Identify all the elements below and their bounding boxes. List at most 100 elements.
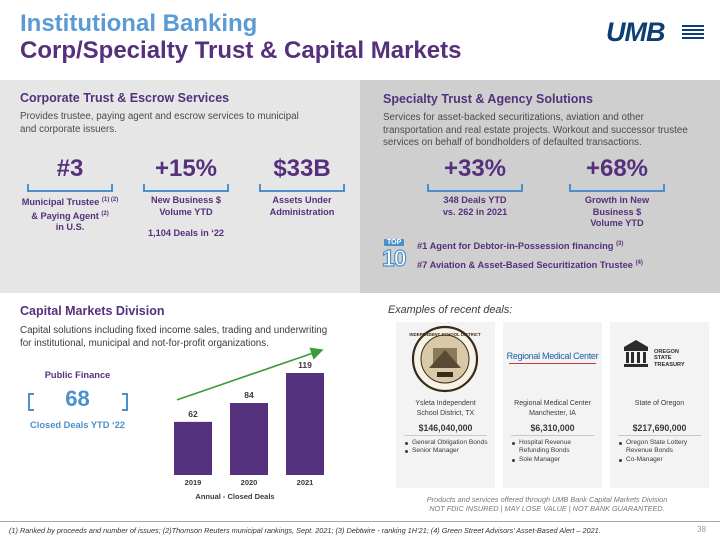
- title-line-1: Institutional Banking: [20, 10, 258, 37]
- page-number: 38: [697, 525, 706, 534]
- stat-extra: 1,104 Deals in ‘22: [147, 228, 225, 238]
- deal-org-line: Ysleta Independent: [415, 400, 476, 407]
- footer-divider: [0, 521, 720, 522]
- public-finance-label: Public Finance: [44, 370, 111, 380]
- footnote-ref: (1) (2): [101, 197, 119, 203]
- deal-org-line: School District, TX: [416, 410, 475, 417]
- stat-label-line: Assets Under: [272, 195, 332, 205]
- stat-value: #3: [56, 155, 84, 182]
- ranking-dip: #1 Agent for Debtor-in-Possession financ…: [417, 241, 623, 251]
- umb-logo: UMB: [606, 17, 704, 47]
- stat-label-line: Business $: [592, 206, 642, 217]
- stat-label: New Business $ Volume YTD: [136, 195, 236, 218]
- deal-logo: Regional Medical Center: [503, 322, 602, 394]
- oregon-treasury-text: OREGON STATE TREASURY: [654, 349, 685, 368]
- ysleta-seal-icon: INDEPENDENT SCHOOL DISTRICT: [409, 325, 481, 393]
- stat-bracket: [27, 184, 113, 192]
- ranking-text: #7 Aviation & Asset-Based Securitization…: [417, 260, 633, 271]
- stat-label-line: New Business $: [151, 195, 221, 205]
- disclaimer-line: NOT FDIC INSURED | MAY LOSE VALUE | NOT …: [429, 504, 665, 513]
- deal-card: Regional Medical Center Regional Medical…: [503, 322, 602, 488]
- deal-card: INDEPENDENT SCHOOL DISTRICT Ysleta Indep…: [396, 322, 495, 488]
- stat-new-business: +15% New Business $ Volume YTD 1,104 Dea…: [136, 156, 236, 238]
- deal-amount: $146,040,000: [418, 423, 473, 433]
- deal-detail-item: General Obligation Bonds: [404, 439, 492, 447]
- stat-label-line: Growth in New: [584, 195, 650, 205]
- top10-badge-top: TOP: [384, 239, 405, 246]
- deal-details: Oregon State Lottery Revenue Bonds Co-Ma…: [618, 439, 706, 464]
- chart-xlabel: Annual - Closed Deals: [195, 492, 274, 501]
- capital-markets-description: Capital solutions including fixed income…: [20, 325, 350, 350]
- deal-org-line: Regional Medical Center: [514, 400, 591, 407]
- top10-badge-icon: TOP 10: [381, 239, 412, 273]
- stat-label-line: 348 Deals YTD: [443, 195, 507, 205]
- deal-divider: [404, 435, 487, 436]
- deal-detail-item: Oregon State Lottery Revenue Bonds: [618, 439, 706, 456]
- deal-org-line: Manchester, IA: [529, 410, 576, 417]
- stat-label: Assets Under Administration: [252, 195, 352, 218]
- ranking-text: #1 Agent for Debtor-in-Possession financ…: [417, 241, 614, 252]
- chart-tick-label: 2020: [241, 478, 258, 487]
- chart-bar-2020: [230, 403, 268, 475]
- title-line-2: Corp/Specialty Trust & Capital Markets: [20, 37, 462, 64]
- deal-detail-item: Sole Manager: [511, 456, 599, 464]
- stat-assets: $33B Assets Under Administration: [252, 156, 352, 218]
- stat-label-line: Administration: [269, 206, 335, 217]
- page-title: Institutional Banking Corp/Specialty Tru…: [20, 10, 461, 64]
- deal-org: State of Oregon: [610, 399, 709, 409]
- specialty-trust-desc-line: transportation and real estate projects.…: [383, 124, 688, 136]
- oregon-treasury-icon: [624, 340, 648, 367]
- corporate-trust-desc-line: and corporate issuers.: [20, 123, 117, 135]
- corporate-trust-desc-line: Provides trustee, paying agent and escro…: [20, 111, 299, 122]
- chart-tick-label: 2019: [185, 478, 202, 487]
- chart-bar-2021: [286, 373, 324, 475]
- public-finance-value-box: 68: [27, 386, 128, 414]
- public-finance-stat: Public Finance 68 Closed Deals YTD ‘22: [20, 370, 135, 430]
- deal-org: Regional Medical Center Manchester, IA: [503, 399, 602, 419]
- capital-markets-heading: Capital Markets Division: [20, 304, 165, 318]
- closed-deals-chart: 62 2019 84 2020 119 2021 Annual - Closed Deal…: [174, 347, 324, 501]
- deal-org-line: State of Oregon: [634, 400, 685, 407]
- chart-bar-2019: [174, 421, 212, 475]
- deal-detail-item: Co-Manager: [618, 456, 706, 464]
- stat-bracket: [143, 184, 229, 192]
- stat-label-line: & Paying Agent: [31, 210, 99, 221]
- public-finance-caption: Closed Deals YTD ‘22: [30, 420, 125, 430]
- corporate-trust-description: Provides trustee, paying agent and escro…: [20, 111, 350, 136]
- disclaimer-line: Products and services offered through UM…: [426, 495, 668, 504]
- specialty-trust-desc-line: Services for asset-backed securitization…: [383, 112, 644, 123]
- seal-text: INDEPENDENT SCHOOL DISTRICT: [409, 332, 481, 337]
- stat-bracket: [569, 184, 665, 192]
- deal-details: General Obligation Bonds Senior Manager: [404, 439, 492, 456]
- deal-details: Hospital Revenue Refunding Bonds Sole Ma…: [511, 439, 599, 464]
- logo-underline: [509, 363, 596, 364]
- deal-amount: $217,690,000: [632, 423, 687, 433]
- capital-markets-desc-line: Capital solutions including fixed income…: [20, 325, 328, 336]
- deal-detail-item: Senior Manager: [404, 447, 492, 455]
- stat-value: +33%: [443, 155, 507, 182]
- ranking-aviation: #7 Aviation & Asset-Based Securitization…: [417, 260, 643, 270]
- public-finance-value: 68: [65, 386, 90, 411]
- stat-label: 348 Deals YTD vs. 262 in 2021: [420, 195, 530, 218]
- specialty-trust-heading: Specialty Trust & Agency Solutions: [383, 92, 593, 106]
- corporate-trust-heading: Corporate Trust & Escrow Services: [20, 91, 230, 105]
- right-bracket: [121, 393, 128, 411]
- stat-growth: +68% Growth in New Business $ Volume YTD: [562, 156, 672, 230]
- stat-bracket: [259, 184, 345, 192]
- stat-label-line: in U.S.: [55, 222, 85, 233]
- stat-label-line: Volume YTD: [590, 218, 644, 228]
- deal-logo: INDEPENDENT SCHOOL DISTRICT: [396, 322, 495, 394]
- logo-text: UMB: [606, 17, 665, 47]
- stat-municipal-trustee: #3 Municipal Trustee (1) (2) & Paying Ag…: [20, 156, 120, 234]
- stat-value: +68%: [585, 155, 649, 182]
- chart-data-label: 62: [188, 409, 198, 419]
- stat-label: Municipal Trustee (1) (2) & Paying Agent…: [20, 195, 120, 234]
- top10-badge-num: 10: [381, 244, 407, 271]
- stat-label-line: vs. 262 in 2021: [442, 206, 508, 217]
- footnote-ref: (2): [101, 210, 109, 217]
- deal-divider: [511, 435, 594, 436]
- disclaimer: Products and services offered through UM…: [388, 495, 706, 513]
- logo-stripes: [682, 25, 704, 41]
- regional-medical-logo-text: Regional Medical Center: [506, 351, 599, 361]
- stat-bracket: [427, 184, 523, 192]
